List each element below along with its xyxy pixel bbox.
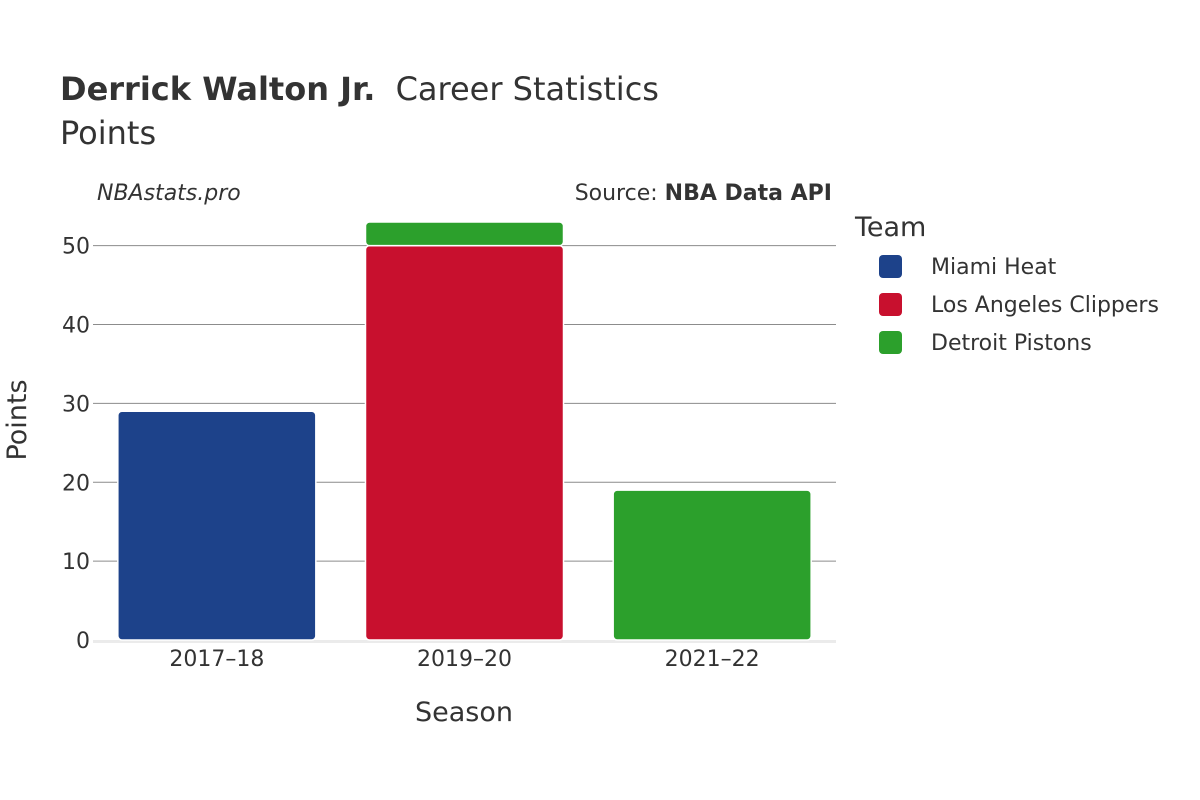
y-tick-label: 50 bbox=[62, 235, 90, 260]
watermark: NBAstats.pro bbox=[97, 181, 241, 206]
legend-label: Detroit Pistons bbox=[931, 331, 1092, 356]
legend: Miami Heat Los Angeles Clippers Detroit Pi… bbox=[879, 255, 1159, 356]
chart-title: Derrick Walton Jr. Career Statistics bbox=[60, 70, 659, 108]
x-tick-labels: 2017–18 2019–20 2021–22 bbox=[169, 647, 759, 672]
y-tick-label: 20 bbox=[62, 471, 90, 496]
y-tick-labels: 0 10 20 30 40 50 bbox=[62, 235, 90, 654]
legend-swatch bbox=[879, 255, 902, 278]
player-name: Derrick Walton Jr. bbox=[60, 70, 375, 108]
bar-segment bbox=[364, 244, 565, 641]
source-prefix: Source: bbox=[575, 181, 665, 206]
legend-label: Miami Heat bbox=[931, 255, 1057, 280]
y-tick-label: 40 bbox=[62, 314, 90, 339]
y-axis-title: Points bbox=[2, 379, 33, 460]
title-suffix: Career Statistics bbox=[396, 70, 659, 108]
bar-segment bbox=[364, 221, 565, 247]
y-tick-label: 0 bbox=[76, 629, 90, 654]
x-tick-label: 2021–22 bbox=[665, 647, 760, 672]
y-tick-label: 30 bbox=[62, 392, 90, 417]
legend-swatch bbox=[879, 293, 902, 316]
legend-swatch bbox=[879, 331, 902, 354]
x-tick-label: 2017–18 bbox=[169, 647, 264, 672]
bar-segment bbox=[117, 410, 317, 641]
x-axis-title: Season bbox=[415, 697, 513, 728]
y-tick-label: 10 bbox=[62, 550, 90, 575]
legend-label: Los Angeles Clippers bbox=[931, 293, 1159, 318]
source-name: NBA Data API bbox=[665, 181, 832, 206]
x-tick-label: 2019–20 bbox=[417, 647, 512, 672]
bar-segment bbox=[612, 489, 812, 641]
legend-title: Team bbox=[854, 212, 926, 243]
bars bbox=[117, 221, 812, 641]
source-credit: Source: NBA Data API bbox=[575, 181, 832, 206]
chart-subtitle: Points bbox=[60, 114, 156, 152]
